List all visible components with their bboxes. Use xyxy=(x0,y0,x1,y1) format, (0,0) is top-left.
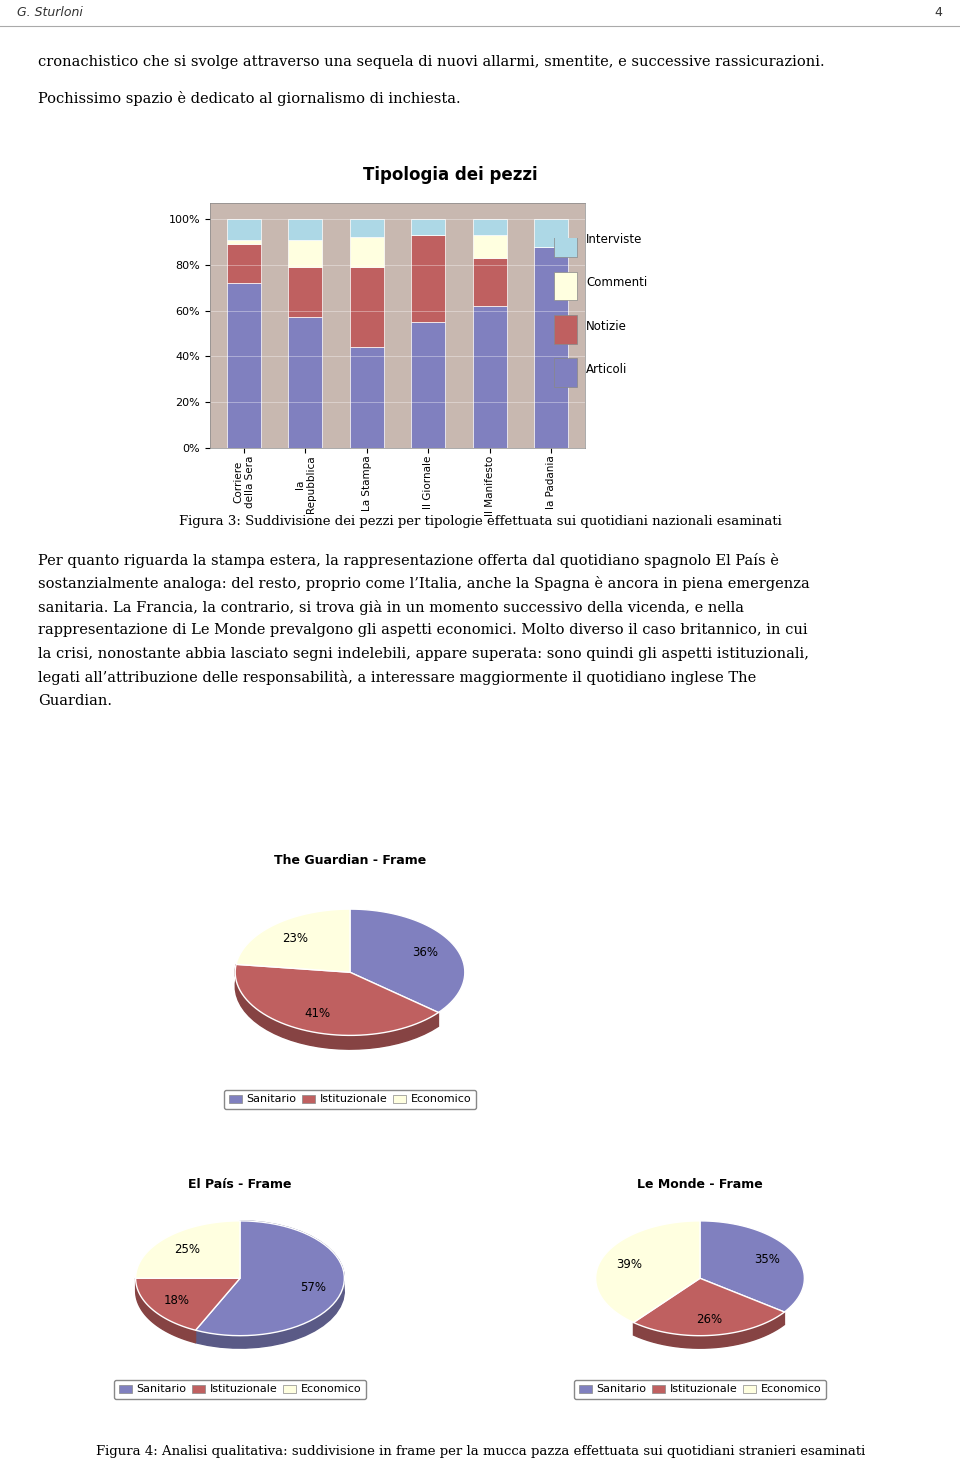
Bar xyxy=(349,266,384,347)
Text: El País - Frame: El País - Frame xyxy=(188,1178,292,1191)
Polygon shape xyxy=(135,1278,196,1342)
Polygon shape xyxy=(634,1312,784,1348)
Bar xyxy=(472,236,507,258)
Legend: Sanitario, Istituzionale, Economico: Sanitario, Istituzionale, Economico xyxy=(224,1091,476,1108)
Polygon shape xyxy=(235,964,439,1050)
Bar xyxy=(288,266,323,318)
Text: 25%: 25% xyxy=(174,1242,200,1256)
Polygon shape xyxy=(350,910,465,1013)
Bar xyxy=(288,240,323,266)
Text: Interviste: Interviste xyxy=(586,233,642,246)
Text: cronachistico che si svolge attraverso una sequela di nuovi allarmi, smentite, e: cronachistico che si svolge attraverso u… xyxy=(38,54,825,69)
Bar xyxy=(228,283,261,447)
Text: 26%: 26% xyxy=(696,1313,723,1326)
Bar xyxy=(411,236,445,322)
Text: Guardian.: Guardian. xyxy=(38,693,112,708)
Text: Pochissimo spazio è dedicato al giornalismo di inchiesta.: Pochissimo spazio è dedicato al giornali… xyxy=(38,91,461,106)
FancyBboxPatch shape xyxy=(554,272,577,300)
Text: Notizie: Notizie xyxy=(586,319,627,333)
FancyBboxPatch shape xyxy=(554,315,577,343)
Text: Per quanto riguarda la stampa estera, la rappresentazione offerta dal quotidiano: Per quanto riguarda la stampa estera, la… xyxy=(38,553,779,568)
Text: 4: 4 xyxy=(935,6,943,19)
Bar xyxy=(472,219,507,236)
Text: Figura 3: Suddivisione dei pezzi per tipologie effettuata sui quotidiani naziona: Figura 3: Suddivisione dei pezzi per tip… xyxy=(180,515,781,528)
Legend: Sanitario, Istituzionale, Economico: Sanitario, Istituzionale, Economico xyxy=(574,1381,826,1398)
Polygon shape xyxy=(700,1220,804,1312)
Polygon shape xyxy=(196,1220,345,1348)
FancyBboxPatch shape xyxy=(554,358,577,387)
Text: legati all’attribuzione delle responsabilità, a interessare maggiormente il quot: legati all’attribuzione delle responsabi… xyxy=(38,670,756,684)
Text: 57%: 57% xyxy=(300,1281,326,1294)
Text: Articoli: Articoli xyxy=(586,362,628,375)
FancyBboxPatch shape xyxy=(554,228,577,258)
Text: Tipologia dei pezzi: Tipologia dei pezzi xyxy=(363,166,538,184)
Bar xyxy=(349,237,384,266)
Text: 36%: 36% xyxy=(412,946,438,960)
Text: 18%: 18% xyxy=(163,1294,189,1307)
Text: 39%: 39% xyxy=(616,1257,642,1270)
Polygon shape xyxy=(135,1278,240,1331)
Bar xyxy=(534,219,568,246)
Bar xyxy=(411,219,445,236)
Text: Le Monde - Frame: Le Monde - Frame xyxy=(637,1178,763,1191)
Text: Figura 4: Analisi qualitativa: suddivisione in frame per la mucca pazza effettua: Figura 4: Analisi qualitativa: suddivisi… xyxy=(96,1446,865,1459)
Bar xyxy=(228,244,261,283)
Text: 35%: 35% xyxy=(754,1253,780,1266)
Legend: Sanitario, Istituzionale, Economico: Sanitario, Istituzionale, Economico xyxy=(114,1381,366,1398)
Polygon shape xyxy=(235,964,439,1035)
Bar xyxy=(472,258,507,306)
Polygon shape xyxy=(196,1220,345,1335)
Text: G. Sturloni: G. Sturloni xyxy=(17,6,84,19)
Text: Commenti: Commenti xyxy=(586,277,647,290)
Polygon shape xyxy=(634,1278,784,1335)
Text: The Guardian - Frame: The Guardian - Frame xyxy=(274,854,426,867)
Text: 41%: 41% xyxy=(304,1007,330,1020)
Bar xyxy=(288,318,323,447)
Bar xyxy=(411,322,445,447)
Bar xyxy=(349,219,384,237)
Polygon shape xyxy=(236,910,350,973)
Bar xyxy=(228,240,261,244)
Bar xyxy=(349,347,384,447)
Polygon shape xyxy=(595,1220,700,1322)
Text: la crisi, nonostante abbia lasciato segni indelebili, appare superata: sono quin: la crisi, nonostante abbia lasciato segn… xyxy=(38,646,809,661)
Text: sostanzialmente analoga: del resto, proprio come l’Italia, anche la Spagna è anc: sostanzialmente analoga: del resto, prop… xyxy=(38,577,809,592)
Bar xyxy=(228,219,261,240)
Text: sanitaria. La Francia, la contrario, si trova già in un momento successivo della: sanitaria. La Francia, la contrario, si … xyxy=(38,601,744,615)
Text: 23%: 23% xyxy=(282,932,308,945)
Bar xyxy=(472,306,507,447)
Bar xyxy=(534,246,568,447)
Bar xyxy=(288,219,323,240)
Polygon shape xyxy=(135,1220,240,1278)
Text: rappresentazione di Le Monde prevalgono gli aspetti economici. Molto diverso il : rappresentazione di Le Monde prevalgono … xyxy=(38,623,807,637)
